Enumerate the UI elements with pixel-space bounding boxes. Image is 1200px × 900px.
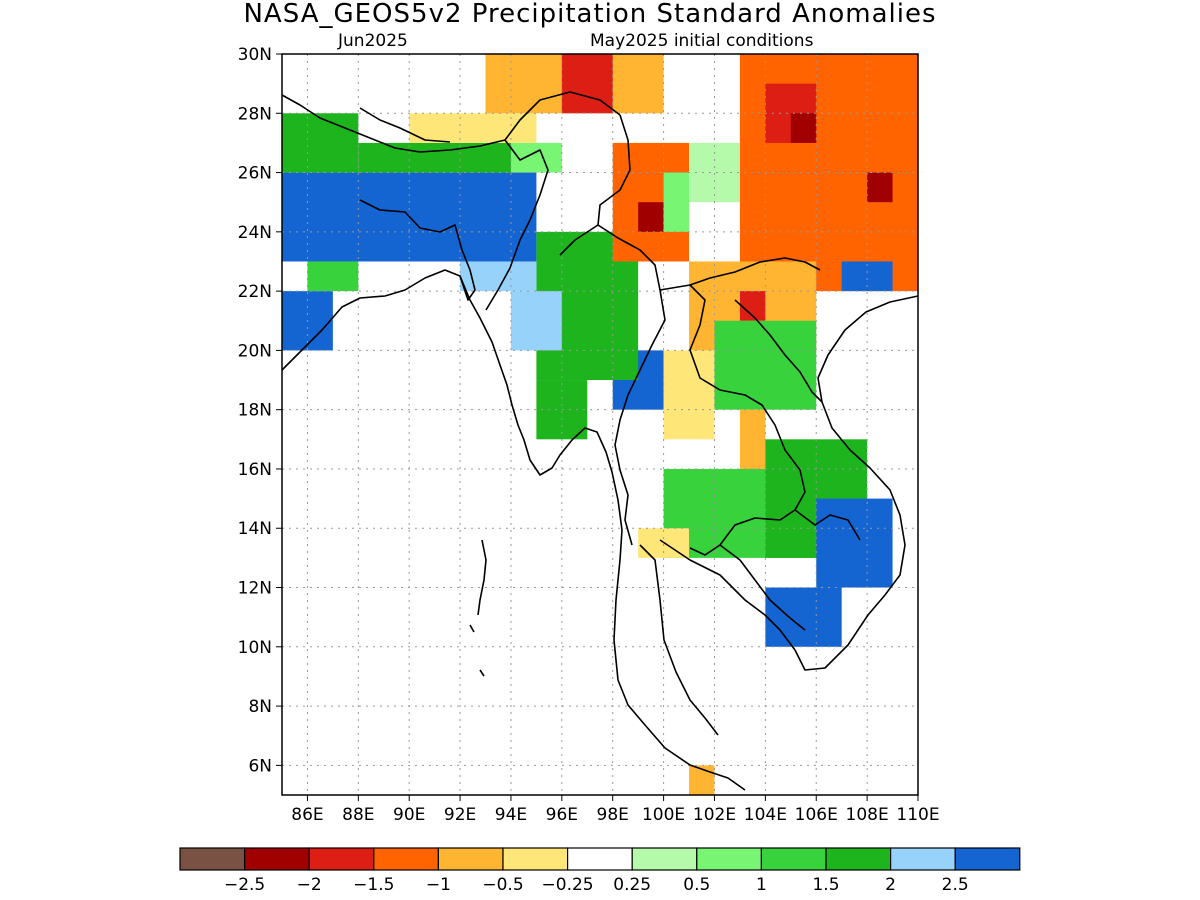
coastline <box>281 269 919 791</box>
lon-label: 98E <box>597 805 629 825</box>
anomaly-region <box>867 172 893 203</box>
colorbar-label: −0.5 <box>482 875 523 895</box>
anomaly-region <box>689 765 715 795</box>
colorbar-labels: −2.5 −2 −1.5 −1 −0.5 −0.25 0.25 0.5 1 1.5 2 2.5 <box>224 875 969 895</box>
map-frame <box>281 53 919 796</box>
colorbar-swatch <box>566 847 633 871</box>
colorbar-swatch <box>437 847 504 871</box>
colorbar-label: −2 <box>297 875 322 895</box>
anomaly-region <box>536 380 588 440</box>
colorbar-label: 0.5 <box>683 875 710 895</box>
colorbar-label: −1.5 <box>353 875 394 895</box>
anomaly-region <box>282 113 359 173</box>
lon-label: 90E <box>393 805 425 825</box>
anomaly-region <box>739 409 766 469</box>
figure-title: NASA_GEOS5v2 Precipitation Standard Anom… <box>243 0 936 29</box>
lat-label: 24N <box>238 223 272 243</box>
lat-label: 12N <box>238 579 272 599</box>
colorbar-swatch <box>760 847 827 871</box>
colorbar: −2.5 −2 −1.5 −1 −0.5 −0.25 0.25 0.5 1 1.5 2 2.5 <box>179 847 1021 895</box>
colorbar-label: 0.25 <box>613 875 651 895</box>
longitude-labels: 86E 88E 90E 92E 94E 96E 98E 100E 102E 104E 106E 108… <box>291 805 939 825</box>
anomaly-region <box>663 350 715 440</box>
colorbar-swatch <box>308 847 375 871</box>
anomaly-region <box>510 142 562 173</box>
anomaly-region <box>358 142 537 173</box>
anomaly-field <box>282 54 918 795</box>
lon-label: 94E <box>495 805 527 825</box>
lat-label: 14N <box>238 519 272 539</box>
colorbar-swatch <box>696 847 762 871</box>
anomaly-region <box>790 113 817 143</box>
colorbar-swatch <box>179 847 246 871</box>
lon-label: 86E <box>291 805 323 825</box>
lat-label: 20N <box>238 341 272 361</box>
lon-label: 92E <box>444 805 476 825</box>
forecast-month: Jun2025 <box>337 31 408 51</box>
colorbar-label: 1.5 <box>812 875 839 895</box>
anomaly-region <box>816 498 893 588</box>
colorbar-label: −0.25 <box>542 875 594 895</box>
colorbar-swatch <box>825 847 892 871</box>
latitude-labels: 30N 28N 26N 24N 22N 20N 18N 16N 14N 12N 10N 8N 6N <box>238 45 272 776</box>
lat-label: 6N <box>248 756 272 776</box>
colorbar-label: 2.5 <box>942 875 969 895</box>
lon-label: 100E <box>642 805 685 825</box>
lat-label: 16N <box>238 460 272 480</box>
colorbar-swatch <box>244 847 310 871</box>
colorbar-label: −2.5 <box>224 875 265 895</box>
lon-label: 104E <box>744 805 787 825</box>
lon-label: 102E <box>693 805 736 825</box>
lon-label: 96E <box>546 805 578 825</box>
lon-label: 88E <box>342 805 374 825</box>
colorbar-boxes <box>179 847 1021 871</box>
colorbar-label: 2 <box>885 875 896 895</box>
lat-label: 8N <box>248 697 272 717</box>
lat-label: 26N <box>238 164 272 184</box>
colorbar-swatch <box>631 847 698 871</box>
lat-label: 28N <box>238 104 272 124</box>
anomaly-region <box>460 261 537 292</box>
lat-label: 10N <box>238 638 272 658</box>
initial-conditions: May2025 initial conditions <box>590 31 814 51</box>
anomaly-region <box>638 202 664 232</box>
lon-label: 106E <box>795 805 838 825</box>
anomaly-region <box>409 113 537 143</box>
lon-label: 108E <box>846 805 889 825</box>
colorbar-swatch <box>889 847 956 871</box>
map-area: 30N 28N 26N 24N 22N 20N 18N 16N 14N 12N 10N 8N 6N 86… <box>238 45 940 825</box>
anomaly-region <box>510 291 562 351</box>
lat-label: 22N <box>238 282 272 302</box>
anomaly-region <box>765 587 842 647</box>
lat-label: 30N <box>238 45 272 65</box>
colorbar-swatch <box>373 847 439 871</box>
anomaly-region <box>663 172 690 232</box>
lon-label: 110E <box>896 805 939 825</box>
country-borders <box>281 91 861 631</box>
colorbar-label: 1 <box>756 875 767 895</box>
colorbar-label: −1 <box>426 875 451 895</box>
anomaly-region <box>307 261 359 292</box>
lat-label: 18N <box>238 401 272 421</box>
colorbar-swatch <box>954 847 1021 871</box>
colorbar-swatch <box>502 847 569 871</box>
